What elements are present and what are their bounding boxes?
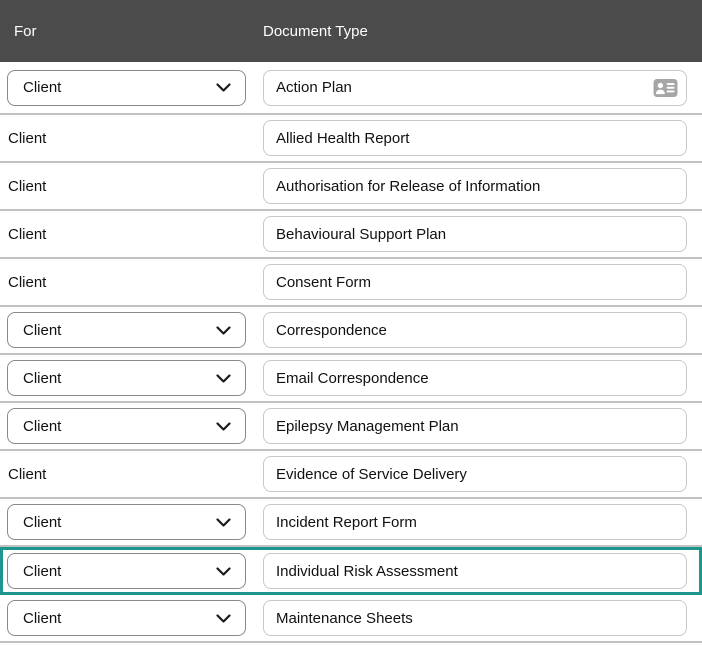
table-row: Client — [0, 115, 702, 163]
table-row-selected: Client — [0, 547, 702, 595]
for-select[interactable]: Client — [7, 360, 246, 396]
for-select[interactable]: Client — [7, 553, 246, 589]
chevron-down-icon — [216, 613, 231, 623]
document-type-input[interactable] — [263, 312, 687, 348]
for-select-value: Client — [23, 562, 62, 580]
document-type-input[interactable] — [263, 120, 687, 156]
for-select[interactable]: Client — [7, 600, 246, 636]
contact-card-icon[interactable] — [653, 78, 678, 97]
table-header: For Document Type — [0, 0, 702, 62]
chevron-down-icon — [216, 373, 231, 383]
for-value: Client — [8, 465, 47, 483]
for-value: Client — [8, 273, 47, 291]
for-select-value: Client — [23, 417, 62, 435]
table-row: Client — [0, 451, 702, 499]
table-row: Client — [0, 259, 702, 307]
document-type-input[interactable] — [263, 504, 687, 540]
document-type-input[interactable] — [263, 69, 687, 106]
chevron-down-icon — [216, 83, 231, 92]
for-value: Client — [8, 129, 47, 147]
chevron-down-icon — [216, 325, 231, 335]
column-header-document-type: Document Type — [263, 22, 368, 40]
document-type-input[interactable] — [263, 360, 687, 396]
document-type-input[interactable] — [263, 600, 687, 636]
table-row: Client — [0, 307, 702, 355]
table-row: Client — [0, 211, 702, 259]
chevron-down-icon — [216, 566, 231, 576]
document-type-input[interactable] — [263, 456, 687, 492]
table-row: Client — [0, 163, 702, 211]
for-select-value: Client — [23, 513, 62, 531]
document-type-input[interactable] — [263, 408, 687, 444]
for-select[interactable]: Client — [7, 408, 246, 444]
chevron-down-icon — [216, 421, 231, 431]
for-value: Client — [8, 177, 47, 195]
table-row: Client — [0, 62, 702, 115]
table-row: Client — [0, 403, 702, 451]
for-select[interactable]: Client — [7, 504, 246, 540]
for-value: Client — [8, 225, 47, 243]
for-select-value: Client — [23, 321, 62, 339]
for-select-value: Client — [23, 609, 62, 627]
document-type-input[interactable] — [263, 553, 687, 589]
for-select[interactable]: Client — [7, 312, 246, 348]
document-type-input[interactable] — [263, 216, 687, 252]
for-select-value: Client — [23, 369, 62, 387]
chevron-down-icon — [216, 517, 231, 527]
table-row: Client — [0, 499, 702, 547]
for-select[interactable]: Client — [7, 69, 246, 106]
table-body: Client Client Client Client — [0, 62, 702, 643]
table-row: Client — [0, 355, 702, 403]
table-row: Client — [0, 595, 702, 643]
document-type-input[interactable] — [263, 168, 687, 204]
document-type-input[interactable] — [263, 264, 687, 300]
for-select-value: Client — [23, 79, 62, 96]
column-header-for: For — [14, 22, 37, 40]
